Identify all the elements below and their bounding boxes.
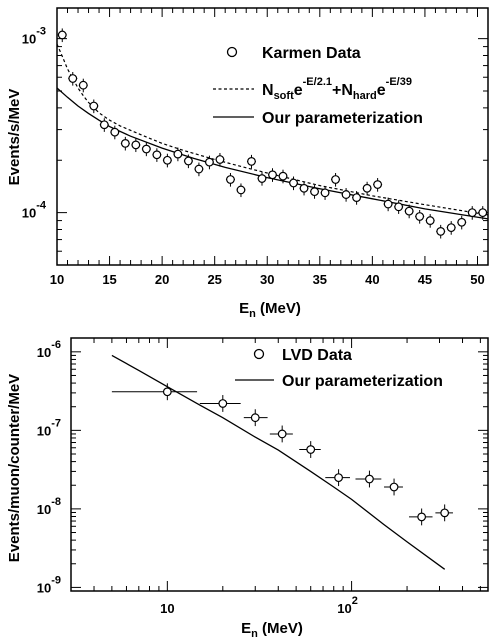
- lvd-data-point: [306, 445, 316, 454]
- top-x-tick-label: 35: [313, 272, 327, 287]
- bottom-x-tick-label: 102: [337, 595, 358, 616]
- bottom-y-axis-label: Events/muon/counter/MeV: [6, 374, 23, 562]
- top-plot-frame: [56, 7, 489, 266]
- top-x-tick-label: 30: [260, 272, 274, 287]
- karmen-data-point: [373, 180, 383, 189]
- karmen-data-point: [320, 188, 330, 198]
- fit-dashed-line: [56, 43, 489, 216]
- legend-marker-lvd: [253, 348, 265, 360]
- karmen-data-point: [278, 171, 288, 181]
- top-x-tick-label: 45: [418, 272, 432, 287]
- lvd-data-point: [277, 429, 287, 439]
- karmen-data-point: [68, 74, 78, 83]
- legend-label-lvd: LVD Data: [282, 347, 352, 364]
- karmen-data-point: [215, 155, 225, 164]
- bottom-y-tick-label: 10-9: [37, 574, 61, 595]
- bottom-plot-frame: [70, 337, 489, 592]
- top-x-tick-label: 15: [102, 272, 116, 287]
- lvd-data-point: [218, 399, 228, 408]
- legend-marker-karmen: [226, 46, 238, 58]
- karmen-data-point: [425, 216, 435, 225]
- top-y-tick-label: 10-3: [22, 26, 46, 47]
- bottom-x-axis-label: En (MeV): [241, 620, 303, 638]
- karmen-data-point: [299, 183, 309, 193]
- karmen-data-point: [152, 150, 162, 160]
- bottom-y-tick-label: 10-8: [37, 496, 61, 517]
- karmen-data-point: [110, 127, 120, 137]
- karmen-data-point: [478, 208, 488, 218]
- lvd-data-point: [440, 508, 450, 518]
- karmen-data-point: [78, 80, 88, 90]
- parameterization-line-top: [56, 87, 489, 220]
- karmen-data-point: [184, 156, 193, 166]
- karmen-data-point: [331, 175, 340, 184]
- legend-label-karmen: Karmen Data: [262, 45, 361, 62]
- karmen-data-point: [120, 138, 130, 148]
- legend-label-fit: Nsofte-E/2.1+Nharde-E/39: [262, 76, 412, 102]
- lvd-data-point: [365, 474, 374, 484]
- karmen-data-point: [99, 120, 109, 130]
- karmen-data-point: [394, 202, 404, 212]
- legend-label-param-top: Our parameterization: [262, 110, 423, 127]
- bottom-y-tick-label: 10-6: [37, 339, 61, 360]
- top-x-tick-label: 20: [155, 272, 169, 287]
- bottom-x-tick-label: 10: [160, 601, 174, 616]
- karmen-data-point: [173, 149, 183, 159]
- karmen-data-point: [162, 155, 172, 165]
- top-y-axis-label: Events/s/MeV: [6, 89, 23, 186]
- karmen-data-point: [57, 30, 67, 40]
- bottom-y-tick-label: 10-7: [37, 417, 61, 438]
- top-x-tick-label: 25: [207, 272, 221, 287]
- lvd-data-point: [389, 482, 399, 492]
- karmen-data-point: [404, 206, 414, 216]
- top-legend: Karmen Data Nsofte-E/2.1+Nharde-E/39 Our…: [213, 45, 423, 127]
- lvd-data-point: [250, 413, 260, 423]
- karmen-data-point: [194, 164, 204, 174]
- karmen-data-point: [352, 193, 361, 202]
- karmen-data-point: [341, 190, 351, 199]
- karmen-data-point: [415, 212, 425, 221]
- top-y-tick-label: 10-4: [22, 200, 47, 221]
- legend-label-param-bottom: Our parameterization: [282, 373, 443, 390]
- top-axes: 10 15 20 25 30 35 40 45 50 10-3 10-4: [22, 8, 489, 287]
- karmen-data-point: [446, 223, 456, 233]
- karmen-data-point: [383, 199, 393, 209]
- karmen-data-point: [257, 174, 267, 183]
- karmen-data-point: [131, 140, 141, 150]
- top-x-tick-label: 10: [50, 272, 64, 287]
- bottom-series: [111, 354, 453, 570]
- karmen-data-point: [268, 170, 277, 180]
- karmen-chart: 10 15 20 25 30 35 40 45 50 10-3 10-4 Karmen Data N…: [6, 7, 489, 320]
- bottom-axes: 10 102 10-6 10-7 10-8 10-9: [37, 338, 488, 616]
- karmen-data-point: [205, 157, 214, 167]
- karmen-data-point: [362, 183, 372, 193]
- lvd-chart: 10 102 10-6 10-7 10-8 10-9 LVD Data Our param…: [6, 337, 489, 638]
- top-x-tick-label: 40: [365, 272, 379, 287]
- karmen-data-point: [436, 226, 446, 236]
- karmen-data-point: [310, 187, 319, 197]
- karmen-data-point: [467, 208, 477, 218]
- karmen-data-point: [289, 178, 298, 188]
- lvd-data-point: [417, 512, 427, 522]
- bottom-legend: LVD Data Our parameterization: [235, 347, 443, 390]
- lvd-data-point: [162, 387, 172, 397]
- karmen-data-point: [247, 156, 256, 166]
- karmen-data-point: [236, 185, 246, 195]
- top-x-tick-label: 50: [470, 272, 484, 287]
- karmen-data-point: [89, 101, 99, 111]
- karmen-data-point: [226, 175, 235, 184]
- lvd-data-point: [334, 473, 343, 483]
- karmen-data-point: [457, 217, 467, 227]
- top-x-axis-label: En (MeV): [239, 300, 301, 320]
- top-series: [56, 28, 489, 239]
- karmen-data-point: [141, 144, 151, 154]
